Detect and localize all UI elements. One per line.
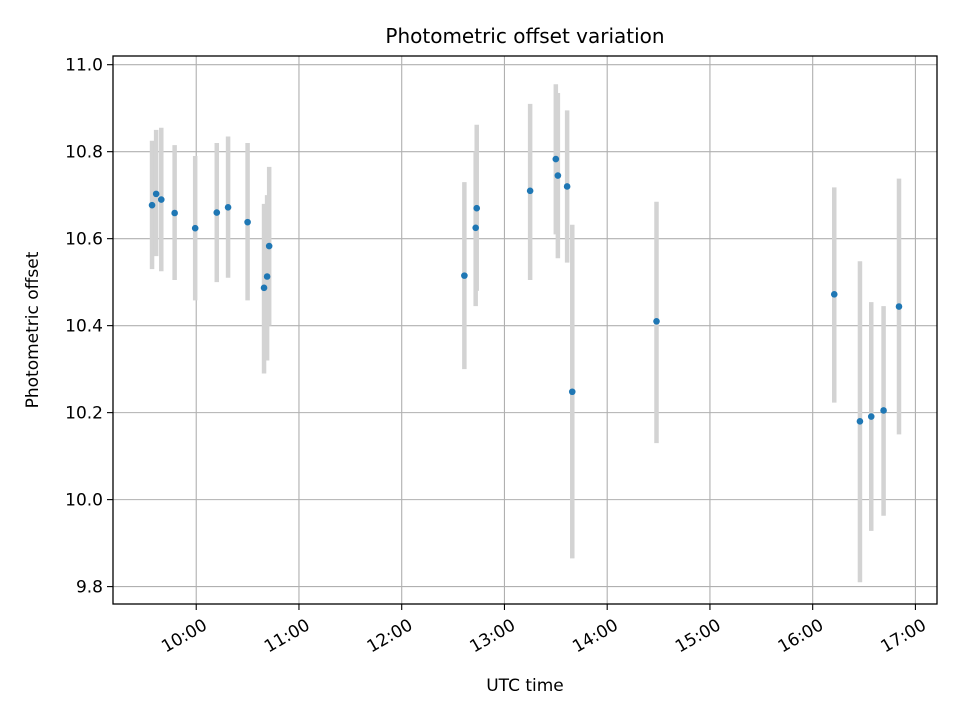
x-tick-label: 11:00 xyxy=(261,615,313,657)
y-tick-label: 10.6 xyxy=(65,230,103,250)
data-point xyxy=(856,418,864,425)
data-points xyxy=(148,155,903,425)
data-point xyxy=(830,291,838,298)
data-point xyxy=(472,224,479,232)
y-axis-ticks: 9.8 10.0 10.2 10.4 10.6 10.8 11.0 xyxy=(65,56,113,598)
data-point xyxy=(895,303,903,310)
y-tick-label: 10.4 xyxy=(65,317,103,337)
data-point xyxy=(213,209,221,216)
x-tick-label: 13:00 xyxy=(467,615,519,657)
x-tick-label: 14:00 xyxy=(569,615,621,657)
data-point xyxy=(554,172,562,179)
data-point xyxy=(171,209,178,217)
grid-lines xyxy=(113,56,937,604)
data-point xyxy=(260,284,268,292)
x-tick-label: 15:00 xyxy=(672,615,724,657)
x-tick-label: 16:00 xyxy=(775,615,827,657)
data-point xyxy=(568,388,576,396)
x-axis-ticks: 10:00 11:00 12:00 13:00 14:00 15:00 16:00 17:00 xyxy=(158,604,930,657)
x-tick-label: 17:00 xyxy=(877,615,929,657)
y-tick-label: 9.8 xyxy=(76,578,103,598)
y-tick-label: 10.8 xyxy=(65,143,103,163)
data-point xyxy=(867,413,875,420)
y-tick-label: 11.0 xyxy=(65,56,103,76)
chart-title: Photometric offset variation xyxy=(385,24,664,48)
x-tick-label: 12:00 xyxy=(364,615,416,657)
plot-area-frame xyxy=(112,55,938,605)
data-point xyxy=(653,318,660,325)
x-axis-label: UTC time xyxy=(486,676,564,696)
data-point xyxy=(265,242,273,250)
data-point xyxy=(148,201,156,209)
x-tick-label: 10:00 xyxy=(158,615,210,657)
data-point xyxy=(152,190,160,198)
error-bars xyxy=(149,84,902,583)
data-point xyxy=(552,155,560,163)
data-point xyxy=(224,204,232,211)
data-point xyxy=(157,196,165,203)
y-tick-label: 10.2 xyxy=(65,404,103,424)
data-point xyxy=(563,183,571,190)
data-point xyxy=(191,224,199,232)
data-point xyxy=(461,272,468,279)
data-point xyxy=(244,218,251,226)
data-point xyxy=(880,407,887,414)
y-tick-label: 10.0 xyxy=(65,491,103,511)
y-axis-label: Photometric offset xyxy=(23,251,43,408)
data-point xyxy=(526,187,534,195)
data-point xyxy=(263,273,271,280)
data-point xyxy=(473,204,481,212)
